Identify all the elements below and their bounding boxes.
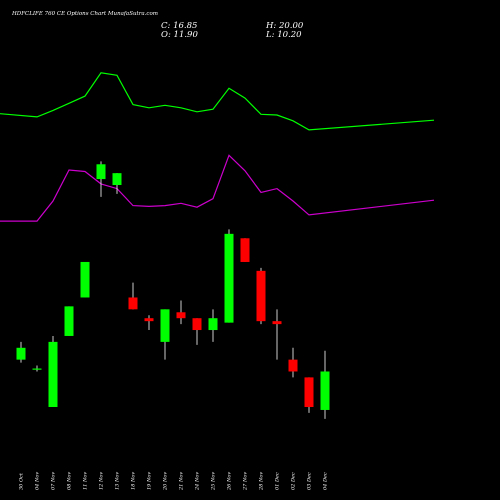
open-label: O: 11.90 — [161, 30, 198, 40]
candle — [288, 347, 298, 378]
x-tick-label: 07 Nov — [51, 472, 57, 490]
x-tick-label: 27 Nov — [243, 472, 249, 491]
candle-body — [160, 309, 170, 342]
candle — [128, 282, 138, 310]
x-tick-label: 26 Nov — [227, 472, 233, 491]
candle-body — [240, 238, 250, 262]
high-label: H: 20.00 — [265, 21, 304, 31]
low-label: L: 10.20 — [265, 30, 302, 40]
x-tick-label: 30 Oct — [19, 472, 25, 490]
candle-body — [192, 318, 202, 331]
x-tick-label: 25 Nov — [211, 472, 217, 491]
candle — [176, 300, 186, 325]
x-tick-label: 12 Nov — [99, 472, 105, 490]
candle — [64, 306, 74, 336]
candle — [144, 315, 154, 331]
x-tick-label: 04 Dec — [323, 472, 329, 490]
candle-body — [320, 371, 330, 410]
x-tick-label: 11 Nov — [83, 472, 89, 490]
candle-body — [112, 173, 122, 185]
close-label: C: 16.85 — [161, 21, 197, 31]
candle-body — [256, 270, 266, 322]
x-tick-label: 13 Nov — [115, 472, 121, 490]
candle — [192, 318, 202, 345]
x-tick-label: 01 Dec — [275, 472, 281, 490]
x-tick-label: 04 Nov — [35, 472, 41, 490]
x-tick-label: 28 Nov — [259, 472, 265, 491]
candles — [16, 161, 330, 419]
candle-body — [96, 164, 106, 180]
candle — [208, 309, 218, 342]
x-tick-label: 19 Nov — [147, 472, 153, 490]
candle-body — [80, 261, 90, 298]
candle — [272, 309, 282, 360]
candle — [160, 309, 170, 360]
candle-body — [48, 341, 58, 407]
x-tick-label: 08 Nov — [67, 472, 73, 490]
x-tick-label: 02 Dec — [291, 472, 297, 490]
candle — [112, 173, 122, 194]
candle — [224, 229, 234, 323]
candle-body — [224, 233, 234, 323]
candle-body — [304, 377, 314, 407]
x-tick-label: 24 Nov — [195, 472, 201, 491]
chart-title: HDFCLIFE 760 CE Options Chart MunafaSutr… — [11, 11, 158, 17]
candle — [304, 377, 314, 413]
candle — [256, 267, 266, 325]
candle-body — [176, 312, 186, 319]
candle-body — [208, 318, 218, 331]
candle — [16, 341, 26, 363]
ma-slow-line — [0, 154, 435, 222]
candle — [240, 238, 250, 262]
candle — [80, 261, 90, 298]
ma-fast-line — [0, 72, 435, 131]
candle-body — [32, 368, 42, 370]
candle-body — [288, 359, 298, 372]
candle-body — [144, 318, 154, 322]
x-tick-label: 21 Nov — [179, 472, 185, 491]
candle-body — [128, 297, 138, 310]
candle — [48, 335, 58, 407]
candle-body — [272, 321, 282, 325]
x-axis-ticks: 30 Oct 04 Nov 07 Nov 08 Nov 11 Nov 12 Nov 13 N… — [19, 472, 329, 491]
candle-body — [16, 347, 26, 360]
candle-body — [64, 306, 74, 336]
x-tick-label: 18 Nov — [131, 472, 137, 490]
candle — [320, 350, 330, 419]
moving-average-lines — [0, 72, 435, 222]
x-tick-label: 03 Dec — [307, 472, 313, 490]
x-tick-label: 20 Nov — [163, 472, 169, 491]
candle — [32, 365, 42, 372]
candle — [96, 161, 106, 197]
